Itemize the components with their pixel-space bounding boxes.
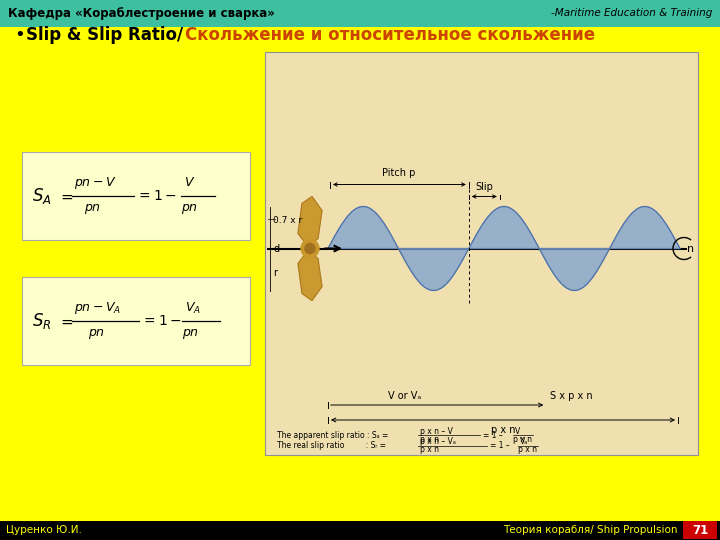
Text: p x n: p x n [420, 446, 439, 455]
Text: Slip: Slip [475, 181, 493, 192]
Bar [0, 520, 720, 540]
Text: d: d [273, 244, 279, 253]
Text: $=$: $=$ [58, 314, 74, 328]
Text: Теория корабля/ Ship Propulsion: Теория корабля/ Ship Propulsion [503, 525, 678, 535]
Circle shape [301, 240, 319, 258]
Text: p x n – V: p x n – V [420, 427, 453, 435]
Polygon shape [298, 197, 322, 246]
Text: r: r [273, 268, 277, 279]
Text: V: V [515, 427, 521, 435]
Text: V or Vₐ: V or Vₐ [388, 391, 421, 401]
Text: $S_A$: $S_A$ [32, 186, 52, 206]
Text: p x n – Vₐ: p x n – Vₐ [420, 437, 456, 447]
Text: The apparent slip ratio : Sₐ =: The apparent slip ratio : Sₐ = [277, 430, 388, 440]
Text: Vₐ: Vₐ [520, 437, 528, 447]
Text: $V$: $V$ [184, 177, 195, 190]
Text: = 1 –: = 1 – [490, 442, 510, 450]
Text: •: • [14, 26, 24, 44]
Text: p x n: p x n [518, 446, 537, 455]
Text: 0.7 x r: 0.7 x r [273, 216, 302, 225]
Text: The real slip ratio         : Sᵣ =: The real slip ratio : Sᵣ = [277, 442, 386, 450]
Text: $V_A$: $V_A$ [185, 300, 201, 315]
Text: p x n: p x n [420, 435, 439, 443]
FancyBboxPatch shape [22, 277, 250, 365]
Text: S x p x n: S x p x n [550, 391, 593, 401]
Text: = 1 –: = 1 – [483, 430, 503, 440]
Text: $S_R$: $S_R$ [32, 311, 52, 331]
FancyBboxPatch shape [22, 152, 250, 240]
Polygon shape [298, 251, 322, 300]
Text: -Maritime Education & Training: -Maritime Education & Training [551, 9, 712, 18]
Circle shape [305, 244, 315, 253]
Text: p x n: p x n [513, 435, 532, 443]
Text: $pn - V_A$: $pn - V_A$ [74, 300, 121, 316]
Text: $pn$: $pn$ [84, 202, 101, 216]
Text: $= 1 -$: $= 1 -$ [141, 314, 181, 328]
Text: $pn$: $pn$ [182, 327, 199, 341]
Text: 71: 71 [692, 523, 708, 537]
Text: n: n [688, 244, 695, 253]
Bar [265, 52, 698, 455]
Text: Скольжение и относительное скольжение: Скольжение и относительное скольжение [185, 26, 595, 44]
Text: $pn$: $pn$ [181, 202, 198, 216]
Text: Кафедра «Кораблестроение и сварка»: Кафедра «Кораблестроение и сварка» [8, 7, 275, 20]
Text: Slip & Slip Ratio/: Slip & Slip Ratio/ [26, 26, 189, 44]
Text: $= 1 -$: $= 1 -$ [136, 189, 176, 203]
Bar [683, 521, 717, 539]
Text: $=$: $=$ [58, 188, 74, 204]
Bar [0, 0, 720, 27]
Text: $pn - V$: $pn - V$ [74, 175, 117, 191]
Text: Цуренко Ю.И.: Цуренко Ю.И. [6, 525, 82, 535]
Text: Pitch p: Pitch p [382, 167, 415, 178]
Text: $pn$: $pn$ [88, 327, 105, 341]
Text: p x n: p x n [491, 425, 516, 435]
